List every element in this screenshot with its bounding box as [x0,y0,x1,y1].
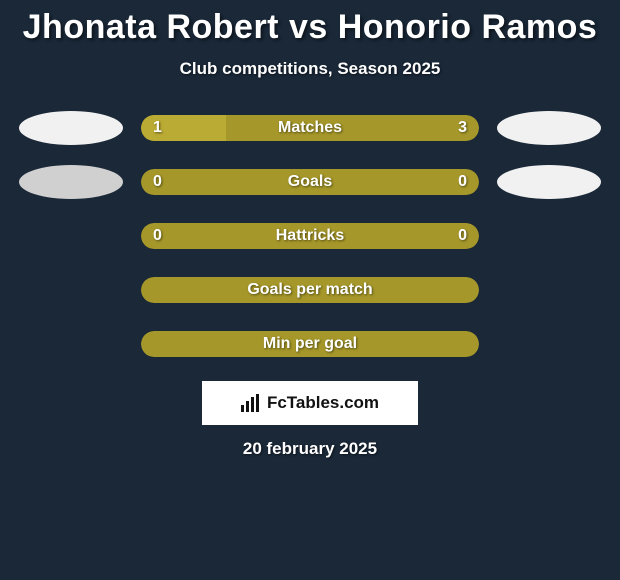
player-right-marker [497,111,601,145]
right-value: 0 [458,227,467,245]
player-left-marker [19,111,123,145]
branding-badge: FcTables.com [202,381,418,425]
stat-label: Matches [278,119,342,137]
spacer [497,327,601,361]
comparison-subtitle: Club competitions, Season 2025 [0,59,620,79]
stat-row: Min per goal [0,327,620,361]
stat-row: 1 Matches 3 [0,111,620,145]
comparison-title: Jhonata Robert vs Honorio Ramos [0,0,620,47]
stat-row: Goals per match [0,273,620,307]
stat-label: Goals [288,173,332,191]
spacer [497,219,601,253]
snapshot-date: 20 february 2025 [0,439,620,459]
spacer [19,327,123,361]
stat-rows: 1 Matches 3 0 Goals 0 0 Hattricks 0 Goals per mat… [0,111,620,361]
left-value: 0 [153,227,162,245]
stat-row: 0 Goals 0 [0,165,620,199]
left-value: 1 [153,119,162,137]
stat-bar: 0 Hattricks 0 [141,223,479,249]
left-value: 0 [153,173,162,191]
right-value: 0 [458,173,467,191]
branding-text: FcTables.com [267,393,379,413]
bar-chart-icon [241,394,261,412]
stat-label: Hattricks [276,227,344,245]
stat-bar: Goals per match [141,277,479,303]
stat-bar: 0 Goals 0 [141,169,479,195]
stat-label: Min per goal [263,335,357,353]
player-right-marker [497,165,601,199]
spacer [497,273,601,307]
stat-bar: 1 Matches 3 [141,115,479,141]
stat-row: 0 Hattricks 0 [0,219,620,253]
right-value: 3 [458,119,467,137]
player-left-marker [19,165,123,199]
spacer [19,219,123,253]
stat-bar: Min per goal [141,331,479,357]
spacer [19,273,123,307]
stat-label: Goals per match [247,281,372,299]
